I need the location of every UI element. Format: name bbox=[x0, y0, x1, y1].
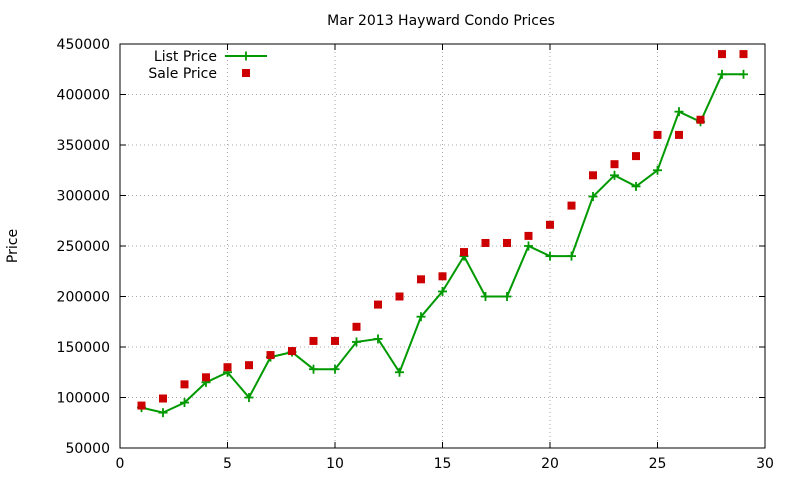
tick-labels: 0 5 10 15 20 25 30 50000 100000 150000 200000 25000… bbox=[57, 37, 774, 472]
data-point bbox=[416, 312, 426, 322]
series-1 bbox=[137, 50, 748, 410]
data-point bbox=[696, 115, 705, 124]
data-point bbox=[653, 165, 662, 175]
x-tick-label: 30 bbox=[756, 456, 774, 472]
data-point bbox=[244, 393, 254, 402]
data-point bbox=[675, 130, 683, 139]
legend-swatch-marker bbox=[242, 69, 250, 77]
x-tick-label: 15 bbox=[434, 456, 452, 472]
data-point bbox=[545, 251, 555, 261]
data-point bbox=[309, 364, 318, 374]
data-point bbox=[632, 152, 640, 161]
data-point bbox=[159, 394, 167, 403]
data-point bbox=[503, 238, 511, 247]
data-point bbox=[567, 251, 576, 261]
data-point bbox=[546, 220, 554, 229]
legend-item: List Price bbox=[154, 49, 267, 65]
data-point bbox=[374, 300, 382, 309]
legend-label: List Price bbox=[154, 49, 217, 65]
data-point bbox=[158, 408, 168, 418]
data-point bbox=[739, 69, 748, 79]
data-point bbox=[330, 364, 340, 374]
data-point bbox=[223, 363, 232, 372]
data-point bbox=[524, 231, 533, 240]
data-point bbox=[631, 181, 641, 191]
y-tick-label: 100000 bbox=[57, 391, 110, 407]
data-point bbox=[288, 347, 296, 356]
y-tick-label: 300000 bbox=[57, 189, 110, 205]
y-tick-label: 150000 bbox=[57, 340, 110, 356]
data-point bbox=[481, 238, 490, 247]
data-point bbox=[718, 50, 726, 59]
data-point bbox=[373, 334, 383, 344]
data-point bbox=[245, 361, 253, 370]
data-point bbox=[309, 336, 318, 345]
chart-title: Mar 2013 Hayward Condo Prices bbox=[327, 13, 555, 29]
x-tick-label: 10 bbox=[326, 456, 344, 472]
x-tick-label: 20 bbox=[541, 456, 559, 472]
y-tick-label: 400000 bbox=[57, 88, 110, 104]
x-tick-label: 5 bbox=[223, 456, 232, 472]
data-point bbox=[588, 192, 598, 202]
y-tick-label: 200000 bbox=[57, 290, 110, 306]
data-point bbox=[395, 292, 404, 301]
data-point bbox=[395, 367, 404, 377]
data-point bbox=[438, 286, 447, 296]
x-tick-label: 0 bbox=[116, 456, 125, 472]
legend-swatch-marker bbox=[241, 51, 251, 61]
data-point bbox=[589, 171, 597, 180]
data-point bbox=[610, 170, 619, 180]
data-point bbox=[739, 50, 748, 59]
data-point bbox=[352, 337, 361, 347]
data-point bbox=[180, 380, 189, 389]
data-point bbox=[524, 241, 533, 251]
data-point bbox=[180, 398, 189, 408]
data-point bbox=[460, 248, 468, 257]
data-point bbox=[502, 292, 512, 301]
y-tick-label: 350000 bbox=[57, 138, 110, 154]
axis-ticks bbox=[119, 43, 766, 449]
data-point bbox=[567, 201, 576, 210]
series-line bbox=[141, 73, 744, 414]
y-tick-label: 250000 bbox=[57, 239, 110, 255]
y-tick-label: 450000 bbox=[57, 37, 110, 53]
data-point bbox=[717, 69, 727, 79]
legend-item: Sale Price bbox=[148, 66, 250, 82]
grid-lines bbox=[120, 44, 765, 448]
data-point bbox=[417, 275, 425, 284]
data-point bbox=[481, 292, 490, 301]
data-point bbox=[202, 373, 210, 382]
data-point bbox=[137, 401, 146, 410]
y-tick-label: 50000 bbox=[65, 441, 110, 457]
data-point bbox=[331, 336, 339, 345]
legend-label: Sale Price bbox=[148, 66, 217, 82]
data-point bbox=[438, 272, 447, 281]
data-point bbox=[352, 322, 361, 331]
x-tick-label: 25 bbox=[649, 456, 667, 472]
y-axis-label: Price bbox=[5, 229, 21, 263]
data-point bbox=[653, 130, 662, 139]
data-point bbox=[610, 160, 619, 169]
series-0 bbox=[137, 69, 748, 418]
data-point bbox=[266, 351, 275, 360]
data-series bbox=[137, 50, 748, 418]
data-point bbox=[674, 107, 684, 117]
